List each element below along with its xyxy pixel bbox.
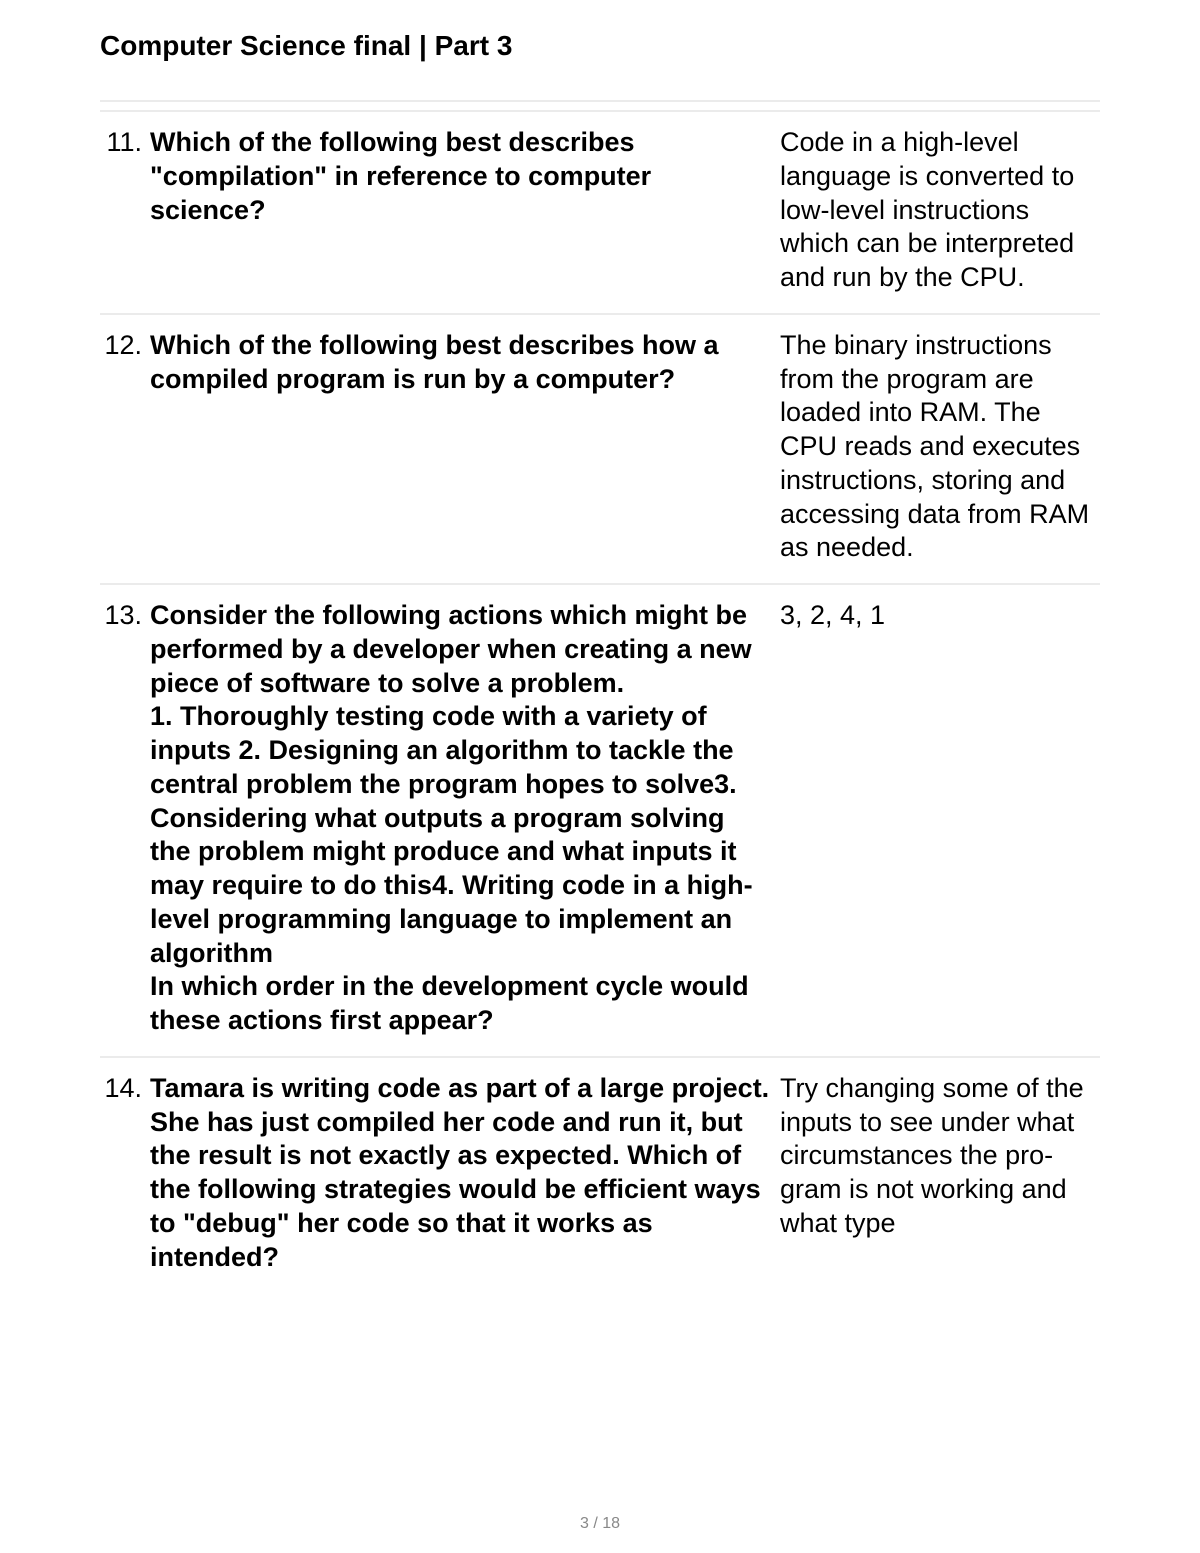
question-list: 11.Which of the following best describes… <box>100 110 1100 1292</box>
page-container: Computer Science final | Part 3 11.Which… <box>0 0 1200 1553</box>
answer-text: The binary instruc­tions from the pro­gr… <box>780 329 1100 565</box>
question-row: 13.Consider the following actions which … <box>100 583 1100 1056</box>
question-row: 14.Tamara is writing code as part of a l… <box>100 1056 1100 1293</box>
header-divider <box>100 100 1100 102</box>
question-text: Which of the following best describes ho… <box>150 329 780 397</box>
answer-text: Try changing some of the in­puts to see … <box>780 1072 1100 1241</box>
question-row: 11.Which of the following best describes… <box>100 110 1100 313</box>
page-footer: 3 / 18 <box>0 1515 1200 1533</box>
question-number: 11. <box>100 126 150 160</box>
question-text: Which of the following best describes "c… <box>150 126 780 227</box>
page-title: Computer Science final | Part 3 <box>100 30 1100 62</box>
question-number: 14. <box>100 1072 150 1106</box>
question-number: 12. <box>100 329 150 363</box>
answer-text: 3, 2, 4, 1 <box>780 599 1100 633</box>
question-text: Consider the following actions which mig… <box>150 599 780 1038</box>
question-text: Tamara is writing code as part of a larg… <box>150 1072 780 1275</box>
answer-text: Code in a high-lev­el language is con­ve… <box>780 126 1100 295</box>
question-row: 12.Which of the following best describes… <box>100 313 1100 583</box>
question-number: 13. <box>100 599 150 633</box>
